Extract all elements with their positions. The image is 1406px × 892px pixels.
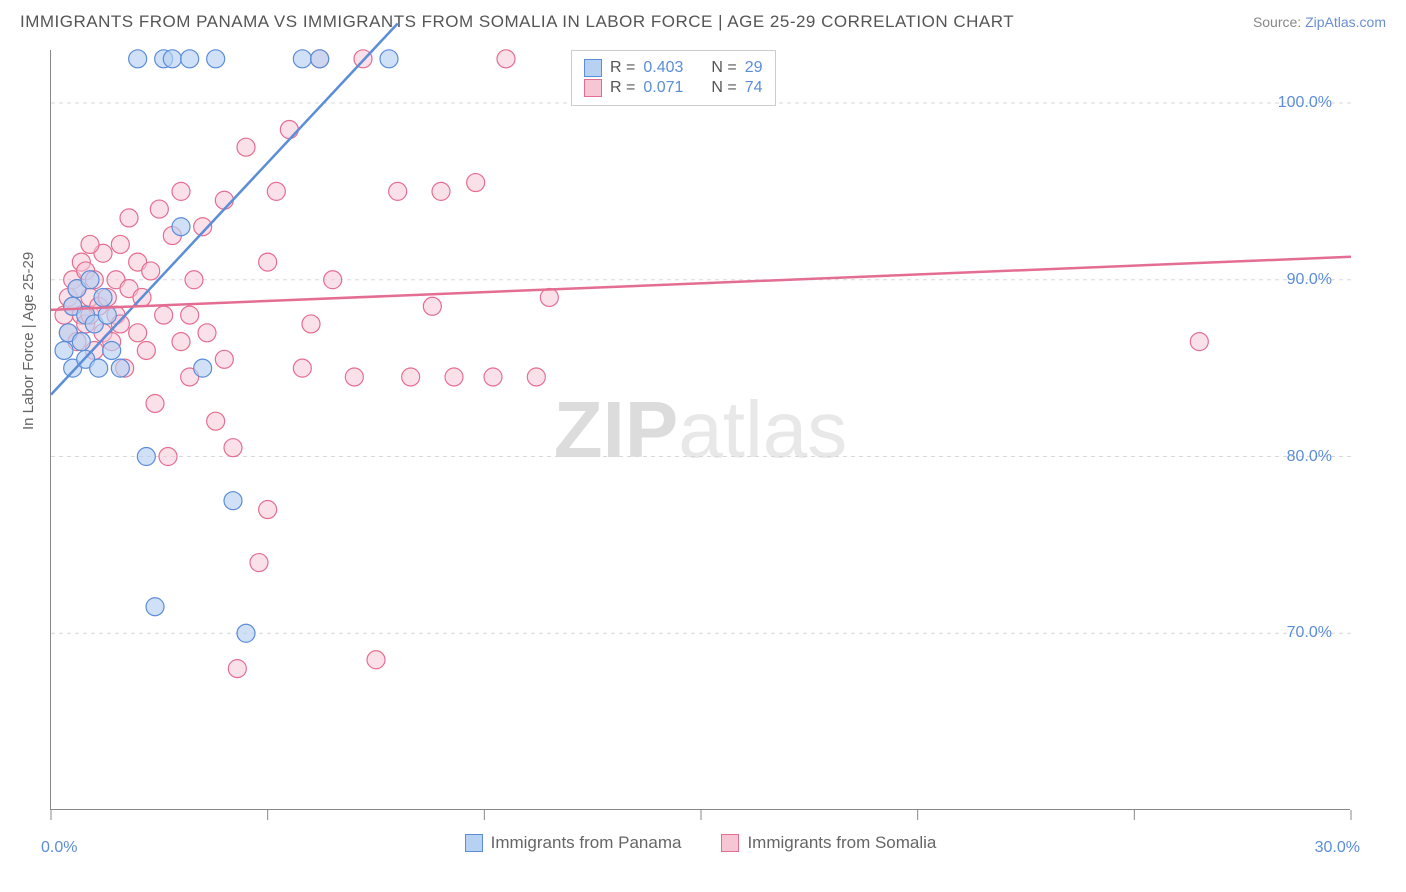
legend-n-value: 29 <box>745 59 763 77</box>
legend-label: Immigrants from Panama <box>491 833 682 853</box>
source-attribution: Source: ZipAtlas.com <box>1253 14 1386 30</box>
scatter-point <box>237 138 255 156</box>
scatter-point <box>137 341 155 359</box>
legend-swatch <box>584 79 602 97</box>
y-tick-label: 90.0% <box>1287 271 1332 289</box>
scatter-point <box>445 368 463 386</box>
scatter-point <box>1190 333 1208 351</box>
scatter-point <box>146 598 164 616</box>
scatter-point <box>497 50 515 68</box>
scatter-point <box>81 235 99 253</box>
legend-item: Immigrants from Panama <box>465 833 682 853</box>
scatter-point <box>259 253 277 271</box>
legend-swatch <box>465 834 483 852</box>
scatter-point <box>155 306 173 324</box>
scatter-point <box>324 271 342 289</box>
scatter-point <box>527 368 545 386</box>
scatter-point <box>228 660 246 678</box>
scatter-point <box>159 448 177 466</box>
legend-item: Immigrants from Somalia <box>721 833 936 853</box>
scatter-point <box>142 262 160 280</box>
y-axis-title: In Labor Force | Age 25-29 <box>20 252 37 430</box>
y-tick-label: 100.0% <box>1278 94 1332 112</box>
scatter-point <box>194 359 212 377</box>
scatter-point <box>172 182 190 200</box>
chart-title: IMMIGRANTS FROM PANAMA VS IMMIGRANTS FRO… <box>20 12 1014 32</box>
scatter-point <box>181 50 199 68</box>
y-tick-label: 80.0% <box>1287 448 1332 466</box>
scatter-point <box>55 341 73 359</box>
scatter-point <box>380 50 398 68</box>
scatter-point <box>150 200 168 218</box>
scatter-point <box>172 333 190 351</box>
legend-n-label: N = <box>711 59 736 77</box>
scatter-point <box>72 333 90 351</box>
scatter-point <box>484 368 502 386</box>
scatter-point <box>172 218 190 236</box>
scatter-point <box>129 324 147 342</box>
scatter-point <box>367 651 385 669</box>
scatter-point <box>94 288 112 306</box>
scatter-point <box>302 315 320 333</box>
scatter-point <box>280 121 298 139</box>
correlation-legend: R = 0.403 N = 29 R = 0.071 N = 74 <box>571 50 776 106</box>
scatter-point <box>111 235 129 253</box>
legend-swatch <box>721 834 739 852</box>
x-axis-max-label: 30.0% <box>1315 839 1360 857</box>
scatter-point <box>129 50 147 68</box>
source-link[interactable]: ZipAtlas.com <box>1305 14 1386 30</box>
scatter-point <box>345 368 363 386</box>
x-axis-min-label: 0.0% <box>41 839 77 857</box>
scatter-point <box>402 368 420 386</box>
legend-row: R = 0.071 N = 74 <box>584 79 763 97</box>
scatter-point <box>237 624 255 642</box>
chart-svg <box>51 50 1350 809</box>
legend-r-label: R = <box>610 79 635 97</box>
legend-r-label: R = <box>610 59 635 77</box>
scatter-point <box>146 394 164 412</box>
scatter-point <box>207 412 225 430</box>
scatter-point <box>81 271 99 289</box>
y-tick-label: 70.0% <box>1287 624 1332 642</box>
legend-label: Immigrants from Somalia <box>747 833 936 853</box>
scatter-point <box>90 359 108 377</box>
scatter-point <box>224 439 242 457</box>
scatter-point <box>137 448 155 466</box>
scatter-point <box>267 182 285 200</box>
scatter-point <box>207 50 225 68</box>
series-legend: Immigrants from Panama Immigrants from So… <box>51 833 1350 853</box>
scatter-point <box>120 209 138 227</box>
scatter-point <box>111 359 129 377</box>
scatter-point <box>215 191 233 209</box>
scatter-point <box>259 501 277 519</box>
scatter-point <box>540 288 558 306</box>
scatter-point <box>293 359 311 377</box>
scatter-point <box>389 182 407 200</box>
legend-swatch <box>584 59 602 77</box>
scatter-point <box>163 50 181 68</box>
legend-n-label: N = <box>711 79 736 97</box>
scatter-point <box>250 554 268 572</box>
scatter-point <box>185 271 203 289</box>
trend-line <box>51 23 398 394</box>
scatter-point <box>311 50 329 68</box>
plot-area: ZIPatlas R = 0.403N = 29R = 0.071N = 74 … <box>50 50 1350 810</box>
legend-r-value: 0.071 <box>643 79 683 97</box>
scatter-point <box>432 182 450 200</box>
legend-n-value: 74 <box>745 79 763 97</box>
source-prefix: Source: <box>1253 14 1305 30</box>
scatter-point <box>423 297 441 315</box>
scatter-point <box>224 492 242 510</box>
scatter-point <box>198 324 216 342</box>
scatter-point <box>467 174 485 192</box>
legend-row: R = 0.403 N = 29 <box>584 59 763 77</box>
scatter-point <box>293 50 311 68</box>
trend-line <box>51 257 1351 310</box>
scatter-point <box>215 350 233 368</box>
scatter-point <box>181 306 199 324</box>
legend-r-value: 0.403 <box>643 59 683 77</box>
scatter-point <box>103 341 121 359</box>
